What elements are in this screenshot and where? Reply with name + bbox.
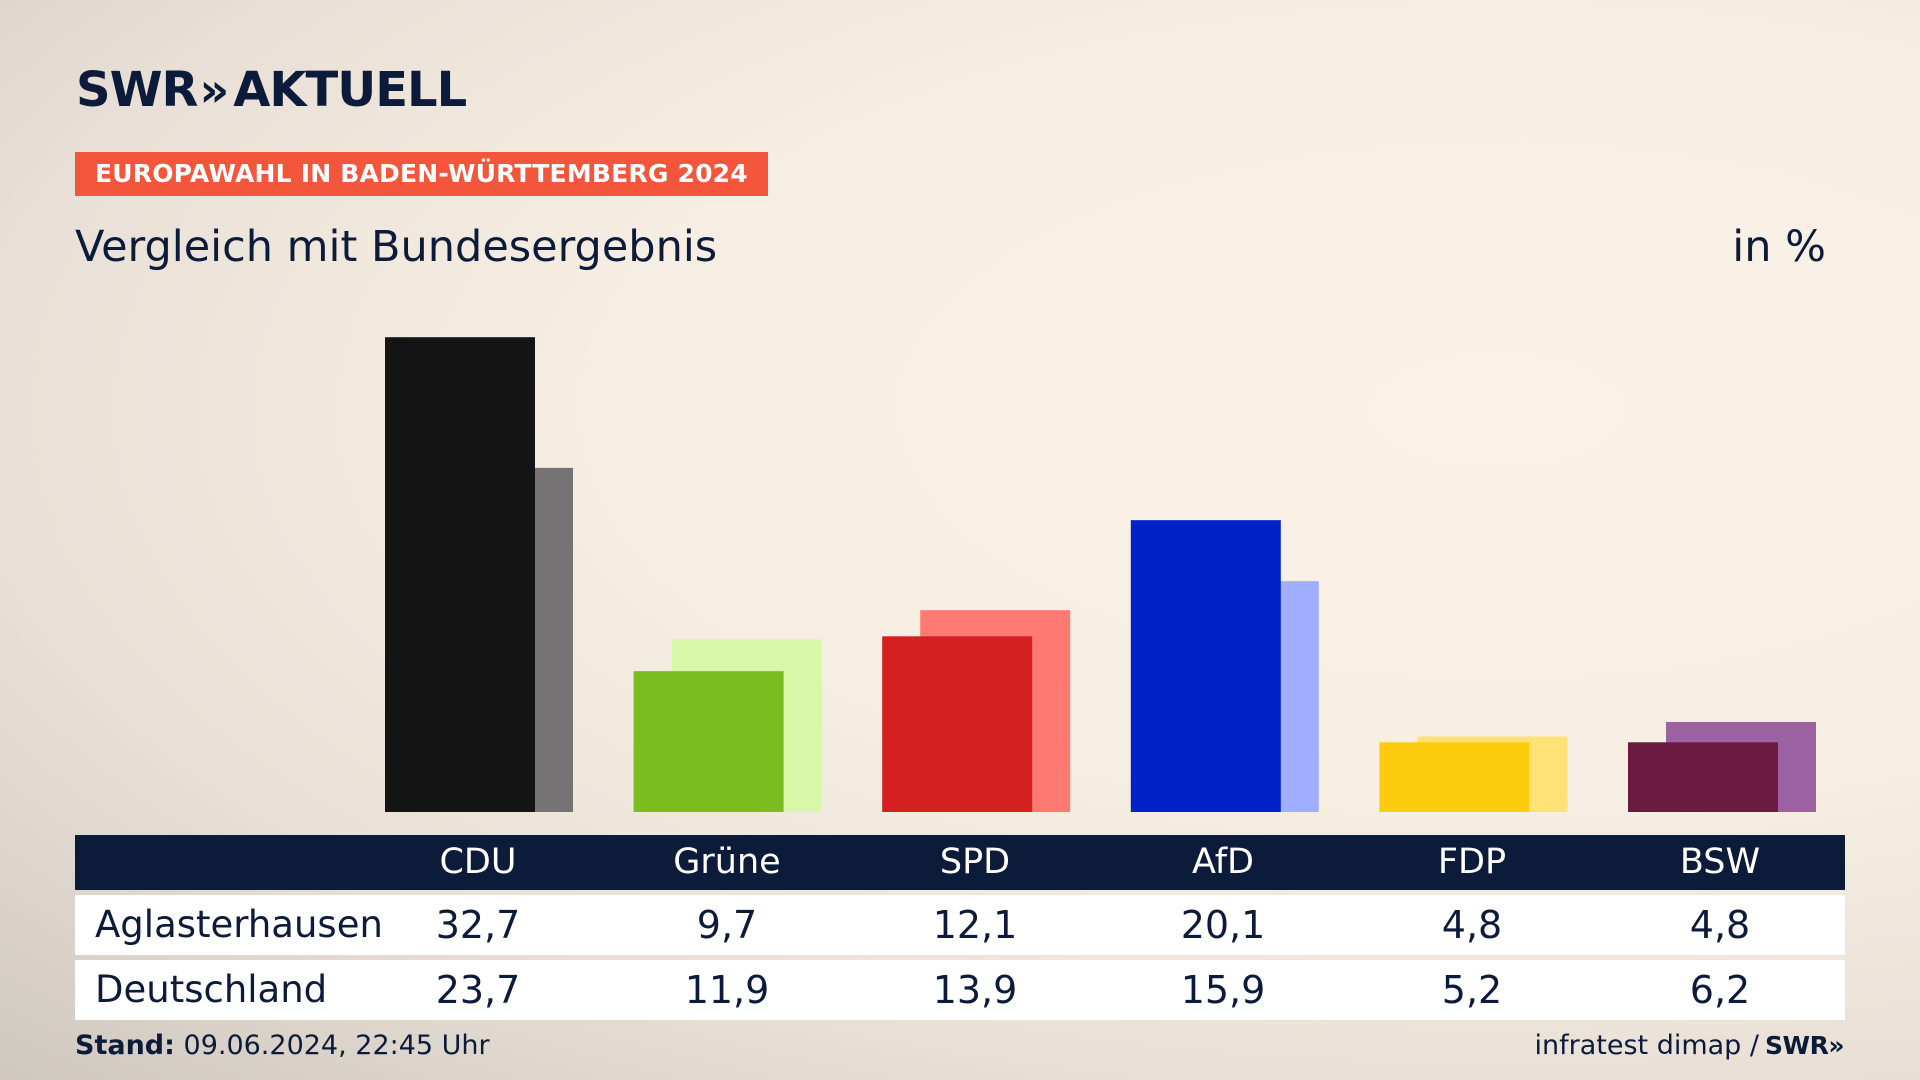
national-value-gruene: 11,9 <box>684 968 770 1012</box>
source-credit: infratest dimap / SWR» <box>1535 1030 1845 1061</box>
bar-local-fdp <box>1379 742 1530 812</box>
table-row-local: Aglasterhausen 32,7 9,7 12,1 20,1 4,8 4,… <box>75 895 1845 955</box>
election-tag: EUROPAWAHL IN BADEN-WÜRTTEMBERG 2024 <box>75 152 768 196</box>
bar-local-spd <box>882 636 1033 812</box>
header-party-gruene: Grüne <box>673 842 781 882</box>
swr-aktuell-logo: SWR » AKTUELL <box>76 62 467 118</box>
logo-swr: SWR <box>76 62 198 118</box>
swr-small-logo: SWR» <box>1765 1031 1844 1060</box>
table-header-row: CDU Grüne SPD AfD FDP BSW <box>75 835 1845 890</box>
header-party-bsw: BSW <box>1679 842 1761 882</box>
local-value-bsw: 4,8 <box>1689 903 1751 947</box>
bar-local-bsw <box>1628 742 1778 812</box>
local-value-cdu: 32,7 <box>435 903 521 947</box>
header-party-fdp: FDP <box>1437 842 1507 882</box>
row-label-national: Deutschland <box>95 968 328 1011</box>
timestamp: Stand: 09.06.2024, 22:45 Uhr <box>75 1030 490 1061</box>
header-party-spd: SPD <box>939 842 1011 882</box>
local-value-gruene: 9,7 <box>696 903 758 947</box>
row-label-local: Aglasterhausen <box>95 903 383 946</box>
national-value-fdp: 5,2 <box>1441 968 1503 1012</box>
chart-subtitle: Vergleich mit Bundesergebnis <box>75 222 718 272</box>
national-value-cdu: 23,7 <box>435 968 521 1012</box>
header-party-afd: AfD <box>1192 842 1254 882</box>
table-row-national: Deutschland 23,7 11,9 13,9 15,9 5,2 6,2 <box>75 960 1845 1020</box>
national-value-bsw: 6,2 <box>1689 968 1751 1012</box>
local-value-spd: 12,1 <box>932 903 1018 947</box>
bar-local-cdu <box>385 337 535 812</box>
logo-aktuell: AKTUELL <box>233 62 467 118</box>
results-table: CDU Grüne SPD AfD FDP BSW Aglasterhausen… <box>75 835 1845 1020</box>
national-value-afd: 15,9 <box>1180 968 1266 1012</box>
bar-local-afd <box>1130 520 1281 812</box>
source-label: infratest dimap / <box>1534 1030 1760 1061</box>
local-value-afd: 20,1 <box>1180 903 1266 947</box>
unit-label: in % <box>1732 222 1826 272</box>
bar-local-gruene <box>633 671 784 812</box>
national-value-spd: 13,9 <box>932 968 1018 1012</box>
header-party-cdu: CDU <box>439 842 517 882</box>
stand-label: Stand: <box>75 1030 175 1061</box>
local-value-fdp: 4,8 <box>1441 903 1503 947</box>
stand-value: 09.06.2024, 22:45 Uhr <box>183 1030 490 1061</box>
